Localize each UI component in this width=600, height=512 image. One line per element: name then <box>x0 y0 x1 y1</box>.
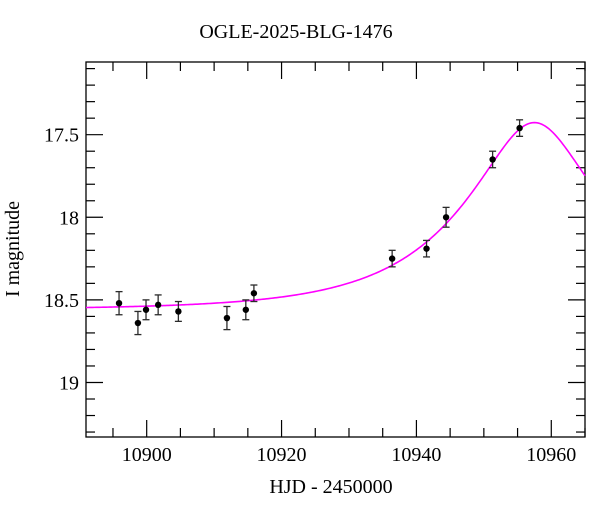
model-curve-group <box>85 121 586 309</box>
data-point-marker <box>175 308 182 315</box>
data-point <box>174 300 182 323</box>
data-point-marker <box>388 255 396 262</box>
data-point-marker <box>442 214 450 221</box>
y-axis-tick-label: 18.5 <box>44 290 79 312</box>
data-point <box>242 299 250 321</box>
plot-border <box>85 61 586 438</box>
data-point-marker <box>242 306 250 313</box>
data-point-marker <box>250 290 258 297</box>
plot-box <box>85 61 586 438</box>
data-point-marker <box>134 319 142 327</box>
y-axis-tick-label: 18 <box>59 207 79 229</box>
data-point-marker <box>489 156 496 163</box>
data-point <box>489 150 497 169</box>
data-point-marker <box>154 301 162 309</box>
axis-tick-labels: 10900 10920 10940 10960 17.5 18 18.5 19 <box>44 125 576 466</box>
data-point <box>442 206 450 228</box>
data-point <box>142 299 150 321</box>
data-point <box>154 294 162 316</box>
data-point-marker <box>115 299 123 307</box>
chart-title: OGLE-2025-BLG-1476 <box>199 21 392 43</box>
data-point-marker <box>142 306 150 313</box>
data-points-group <box>115 119 524 336</box>
data-point-marker <box>223 314 231 322</box>
y-axis-tick-label: 19 <box>59 372 79 394</box>
data-point <box>250 284 258 303</box>
data-point <box>423 239 431 258</box>
x-axis-tick-label: 10900 <box>122 444 172 466</box>
x-axis-tick-label: 10920 <box>257 444 307 466</box>
data-point <box>134 310 142 336</box>
x-axis-label: HJD - 2450000 <box>269 476 392 498</box>
data-point-marker <box>423 245 430 252</box>
x-axis-tick-label: 10940 <box>391 444 441 466</box>
x-axis-tick-label: 10960 <box>526 444 576 466</box>
data-point <box>516 119 524 137</box>
data-point-marker <box>516 124 523 132</box>
data-point <box>223 305 231 331</box>
axis-ticks <box>86 62 586 437</box>
y-axis-tick-label: 17.5 <box>44 125 79 147</box>
model-curve <box>85 121 586 309</box>
y-axis-label: I magnitude <box>2 201 24 297</box>
data-point <box>388 249 396 268</box>
data-point <box>115 290 123 316</box>
